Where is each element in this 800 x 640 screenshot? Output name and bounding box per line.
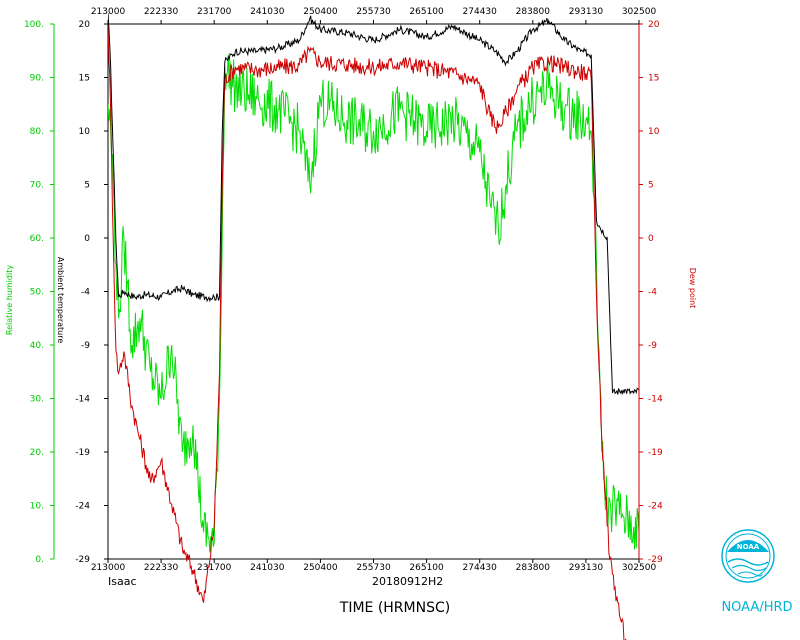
dew-tick-label: 10 xyxy=(648,127,660,137)
dew-tick-label: 20 xyxy=(648,20,660,30)
x-tick-label: 250400 xyxy=(303,563,338,573)
y-axis-relative-humidity: 0. 10. 20. 30. 40. 50. 60. 70. 80. 90. 100. xyxy=(24,20,54,565)
series-line-relative-humidity xyxy=(108,54,639,553)
dew-tick-label: 5 xyxy=(648,181,654,191)
dew-tick-label: -24 xyxy=(648,502,663,512)
temp-tick-label: -9 xyxy=(81,341,90,351)
x-top-tick-label: 293130 xyxy=(569,7,604,17)
agency-label: NOAA/HRD xyxy=(721,600,792,615)
temp-tick-label: -14 xyxy=(75,395,90,405)
temp-tick-label: 10 xyxy=(79,127,91,137)
x-tick-label: 255730 xyxy=(356,563,391,573)
rh-tick-label: 0. xyxy=(35,555,44,565)
rh-tick-label: 80. xyxy=(30,127,44,137)
dew-tick-label: -9 xyxy=(648,341,657,351)
series-line-ambient-temperature xyxy=(108,13,639,396)
rh-tick-label: 40. xyxy=(30,341,44,351)
temp-tick-label: -4 xyxy=(81,288,90,298)
x-top-tick-label: 283800 xyxy=(516,7,551,17)
temp-tick-label: 5 xyxy=(84,181,90,191)
dew-tick-label: -29 xyxy=(648,555,663,565)
rh-axis-title: Relative humidity xyxy=(5,265,14,335)
temp-tick-label: -19 xyxy=(75,448,90,458)
x-tick-label: 241030 xyxy=(250,563,285,573)
temp-tick-label: -29 xyxy=(75,555,90,565)
noaa-logo-icon: NOAA xyxy=(721,529,775,583)
temp-tick-label: 15 xyxy=(79,74,90,84)
x-axis-title: TIME (HRMNSC) xyxy=(339,600,450,616)
temp-tick-label: 20 xyxy=(79,20,91,30)
dew-tick-label: -14 xyxy=(648,395,663,405)
flight-id: 20180912H2 xyxy=(372,575,443,588)
x-tick-label: 265100 xyxy=(409,563,444,573)
y-axis-dew-point: -29 -24 -19 -14 -9 -4 0 5 10 15 20 xyxy=(639,20,663,565)
temp-tick-label: -24 xyxy=(75,502,90,512)
rh-tick-label: 20. xyxy=(30,448,44,458)
rh-tick-label: 50. xyxy=(30,288,44,298)
x-top-tick-label: 250400 xyxy=(303,7,338,17)
x-tick-label: 222330 xyxy=(144,563,179,573)
x-top-tick-label: 302500 xyxy=(622,7,657,17)
y-axis-temperature: -29 -24 -19 -14 -9 -4 0 5 10 15 20 xyxy=(75,20,108,565)
series-layer xyxy=(108,13,639,640)
dew-axis-title: Dew point xyxy=(688,268,697,309)
x-top-tick-label: 255730 xyxy=(356,7,391,17)
rh-tick-label: 100. xyxy=(24,20,44,30)
x-top-tick-label: 213000 xyxy=(91,7,126,17)
x-tick-label: 213000 xyxy=(91,563,126,573)
temp-tick-label: 0 xyxy=(84,234,90,244)
x-axis-bottom: 213000 222330 231700 241030 250400 255730 2651… xyxy=(91,559,657,573)
logo-text: NOAA xyxy=(737,543,760,551)
x-top-tick-label: 231700 xyxy=(197,7,232,17)
x-top-tick-label: 222330 xyxy=(144,7,179,17)
x-top-tick-label: 274430 xyxy=(463,7,498,17)
x-tick-label: 231700 xyxy=(197,563,232,573)
rh-tick-label: 30. xyxy=(30,395,44,405)
x-tick-label: 302500 xyxy=(622,563,657,573)
dew-tick-label: -19 xyxy=(648,448,663,458)
dew-tick-label: 15 xyxy=(648,74,659,84)
x-axis-top: 213000 222330 231700 241030 250400 255730 2651… xyxy=(91,7,657,24)
rh-tick-label: 90. xyxy=(30,74,44,84)
x-tick-label: 293130 xyxy=(569,563,604,573)
rh-tick-label: 70. xyxy=(30,181,44,191)
x-tick-label: 283800 xyxy=(516,563,551,573)
rh-tick-label: 60. xyxy=(30,234,44,244)
x-tick-label: 274430 xyxy=(463,563,498,573)
dew-tick-label: 0 xyxy=(648,234,654,244)
x-top-tick-label: 241030 xyxy=(250,7,285,17)
x-top-tick-label: 265100 xyxy=(409,7,444,17)
series-line-dew-point xyxy=(108,23,627,640)
storm-name: Isaac xyxy=(108,575,137,588)
dew-tick-label: -4 xyxy=(648,288,657,298)
rh-tick-label: 10. xyxy=(30,502,44,512)
temp-axis-title: Ambient temperature xyxy=(56,257,65,344)
